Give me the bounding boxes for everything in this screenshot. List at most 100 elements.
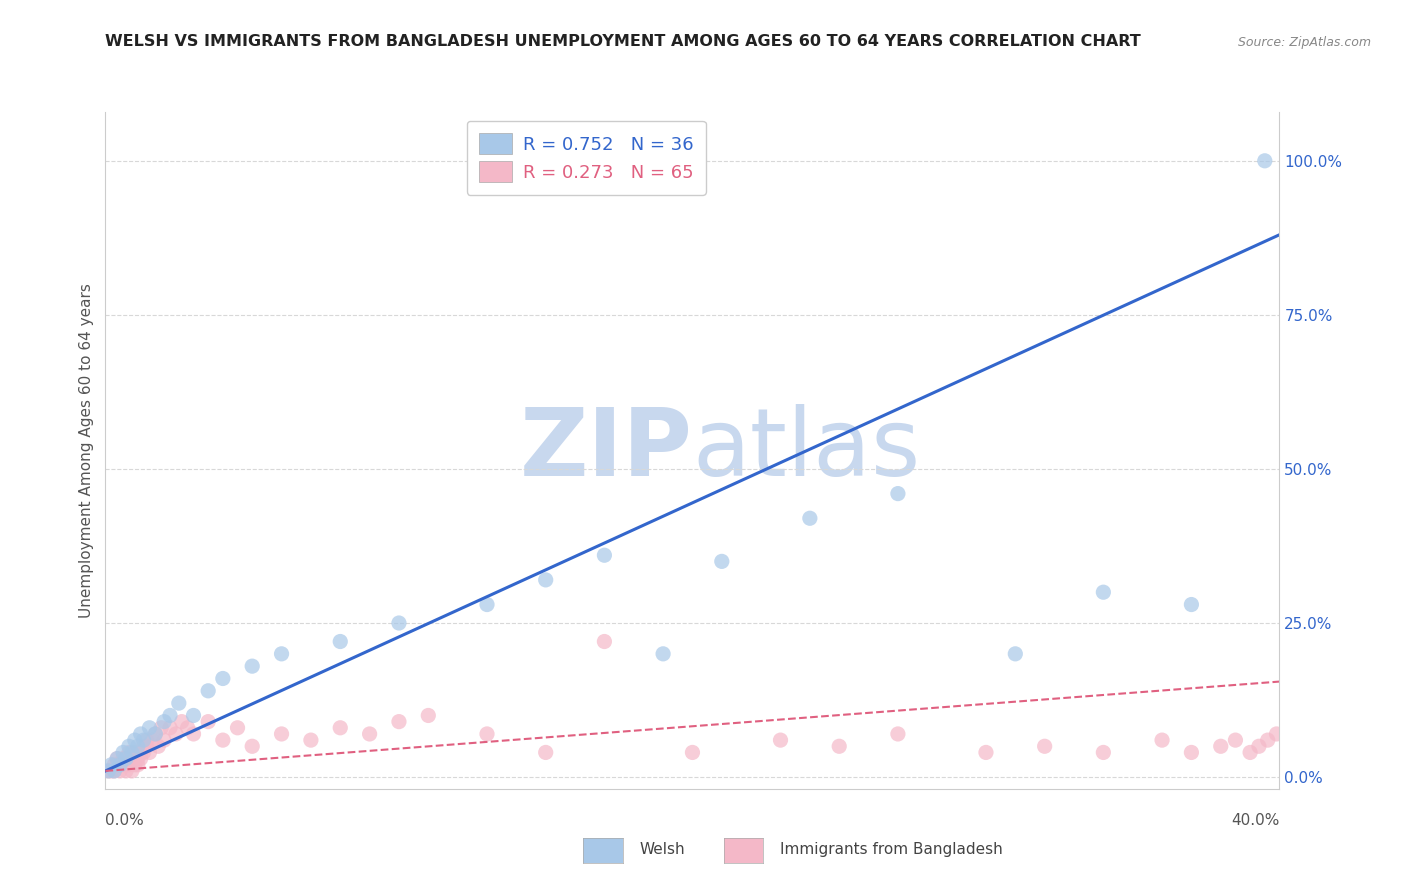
Point xyxy=(159,708,181,723)
Point xyxy=(475,727,498,741)
Point xyxy=(121,764,143,778)
Text: 0.0%: 0.0% xyxy=(105,814,145,828)
Point xyxy=(1092,585,1115,599)
Point xyxy=(124,757,146,772)
Point xyxy=(127,757,149,772)
Point xyxy=(118,739,141,754)
Point xyxy=(150,721,173,735)
Point xyxy=(1265,727,1288,741)
Point xyxy=(124,733,146,747)
Point xyxy=(118,757,141,772)
Point xyxy=(105,751,128,765)
Point xyxy=(165,727,187,741)
Point xyxy=(124,746,146,760)
Point xyxy=(127,739,149,754)
Text: ZIP: ZIP xyxy=(520,404,692,497)
Point xyxy=(197,683,219,698)
Point xyxy=(799,511,821,525)
Point xyxy=(418,708,440,723)
Point xyxy=(112,757,135,772)
Point xyxy=(129,727,152,741)
Point xyxy=(100,764,122,778)
Legend: R = 0.752   N = 36, R = 0.273   N = 65: R = 0.752 N = 36, R = 0.273 N = 65 xyxy=(467,120,706,194)
Point xyxy=(148,739,170,754)
Text: WELSH VS IMMIGRANTS FROM BANGLADESH UNEMPLOYMENT AMONG AGES 60 TO 64 YEARS CORRE: WELSH VS IMMIGRANTS FROM BANGLADESH UNEM… xyxy=(105,34,1142,49)
Text: atlas: atlas xyxy=(692,404,921,497)
Point xyxy=(828,739,851,754)
Point xyxy=(103,764,125,778)
Point xyxy=(1239,746,1261,760)
Point xyxy=(1180,746,1202,760)
Point xyxy=(211,672,233,686)
Point xyxy=(97,764,120,778)
Point xyxy=(682,746,704,760)
Point xyxy=(388,714,411,729)
Point xyxy=(593,634,616,648)
Point xyxy=(593,548,616,562)
Point xyxy=(226,721,249,735)
Point xyxy=(97,764,120,778)
Point xyxy=(1092,746,1115,760)
Point xyxy=(170,714,193,729)
Point xyxy=(143,727,166,741)
Point xyxy=(299,733,322,747)
Point xyxy=(108,757,131,772)
Point xyxy=(974,746,997,760)
Text: Welsh: Welsh xyxy=(640,842,685,856)
Point xyxy=(112,751,135,765)
Text: 40.0%: 40.0% xyxy=(1232,814,1279,828)
Text: Immigrants from Bangladesh: Immigrants from Bangladesh xyxy=(780,842,1002,856)
Point xyxy=(329,634,352,648)
Point xyxy=(153,714,176,729)
Point xyxy=(159,721,181,735)
Point xyxy=(197,714,219,729)
Point xyxy=(141,733,163,747)
Point xyxy=(329,721,352,735)
Point xyxy=(1004,647,1026,661)
Point xyxy=(132,733,155,747)
Point xyxy=(1033,739,1056,754)
Point xyxy=(143,727,166,741)
Point xyxy=(103,764,125,778)
Point xyxy=(115,751,138,765)
Point xyxy=(534,573,557,587)
Point xyxy=(135,733,157,747)
Point xyxy=(121,746,143,760)
Point xyxy=(1254,153,1277,168)
Point xyxy=(108,764,131,778)
Point xyxy=(138,746,160,760)
Point xyxy=(115,751,138,765)
Point xyxy=(887,486,910,500)
Point xyxy=(270,647,292,661)
Y-axis label: Unemployment Among Ages 60 to 64 years: Unemployment Among Ages 60 to 64 years xyxy=(79,283,94,618)
Point xyxy=(388,615,411,630)
Point xyxy=(1225,733,1247,747)
Point xyxy=(887,727,910,741)
Point xyxy=(211,733,233,747)
Point xyxy=(132,739,155,754)
Point xyxy=(105,751,128,765)
Point xyxy=(118,746,141,760)
Point xyxy=(176,721,198,735)
Point xyxy=(183,727,205,741)
Point xyxy=(240,739,263,754)
Point xyxy=(127,751,149,765)
Point xyxy=(153,733,176,747)
Point xyxy=(115,764,138,778)
Point xyxy=(132,746,155,760)
Point xyxy=(1247,739,1270,754)
Point xyxy=(1209,739,1232,754)
Point xyxy=(534,746,557,760)
Point xyxy=(769,733,792,747)
Point xyxy=(240,659,263,673)
Point xyxy=(100,757,122,772)
Point xyxy=(1257,733,1279,747)
Point xyxy=(105,757,128,772)
Text: Source: ZipAtlas.com: Source: ZipAtlas.com xyxy=(1237,36,1371,49)
Point xyxy=(183,708,205,723)
Point xyxy=(103,757,125,772)
Point xyxy=(129,751,152,765)
Point xyxy=(1180,598,1202,612)
Point xyxy=(138,721,160,735)
Point xyxy=(710,554,733,568)
